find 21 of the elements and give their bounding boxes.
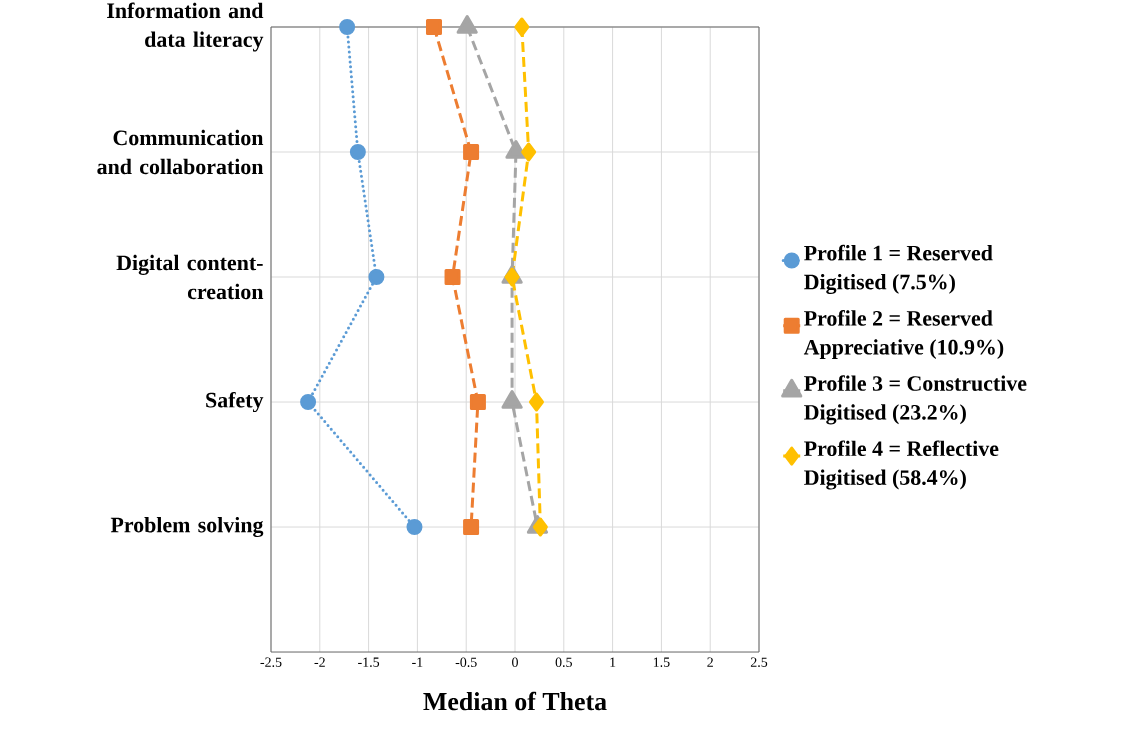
y-tick-label: Digital content-creation — [116, 254, 264, 300]
legend-label: Profile 3 = Constructive Digitised (23.2%) — [804, 375, 1027, 425]
x-tick-label: 2.5 — [750, 657, 768, 667]
y-tick-label: Problem solving — [110, 517, 264, 538]
x-tick-label: -2 — [314, 657, 325, 667]
x-tick-label: -2.5 — [260, 657, 282, 667]
x-tick-label: 1 — [610, 657, 616, 667]
x-tick-label: -1.5 — [358, 657, 380, 667]
x-tick-label: 0.5 — [555, 657, 572, 668]
x-tick-label: 0 — [512, 657, 518, 667]
legend-label: Profile 2 = Reserved Appreciative (10.9%) — [803, 310, 1004, 360]
y-tick-label: Communication and collaboration — [97, 129, 264, 175]
y-tick-label: Safety — [206, 391, 264, 413]
x-axis-title: Median of Theta — [423, 691, 607, 711]
x-tick-label: -0.5 — [455, 657, 477, 668]
legend-label: Profile 1 = Reserved Digitised (7.5%) — [804, 244, 993, 295]
y-tick-label: Information and data literacy — [107, 2, 264, 52]
x-tick-label: -1 — [412, 657, 423, 667]
legend-label: Profile 4 = Reflective Digitised (58.4%) — [804, 440, 999, 490]
x-tick-label: 2 — [707, 657, 713, 667]
x-tick-label: 1.5 — [653, 657, 670, 667]
